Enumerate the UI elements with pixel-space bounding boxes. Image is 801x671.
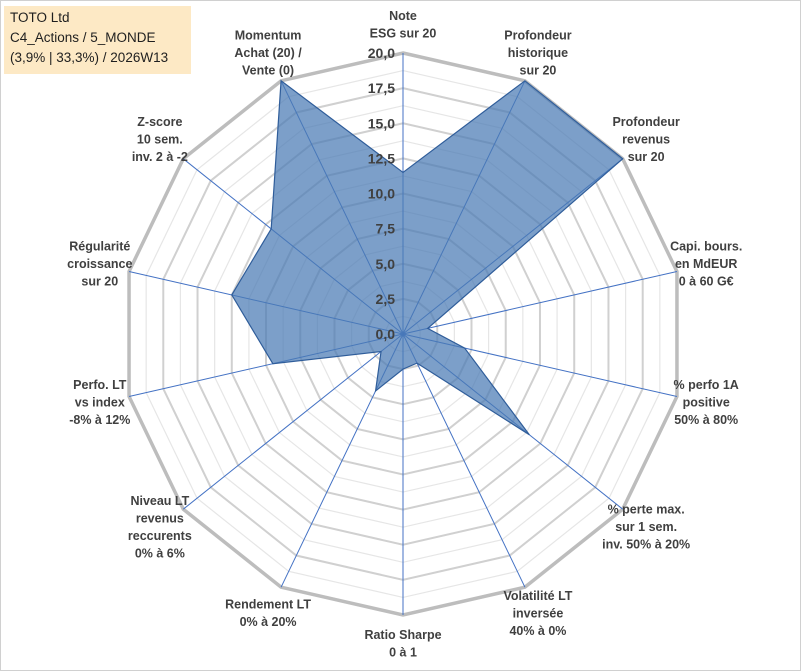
axis-label: Momentum Achat (20) / Vente (0) [234, 29, 302, 78]
axis-label: Profondeur historique sur 20 [504, 29, 571, 78]
weights-and-week: (3,9% | 33,3%) / 2026W13 [10, 50, 169, 65]
axis-label: Perfo. LT vs index -8% à 12% [69, 378, 130, 427]
axis-label: Rendement LT 0% à 20% [225, 598, 311, 630]
radial-tick-label: 2,5 [376, 291, 396, 307]
radar-spoke [402, 270, 678, 335]
axis-label: Niveau LT revenus reccurents 0% à 6% [128, 494, 192, 561]
axis-label: Z-score 10 sem. inv. 2 à -2 [132, 115, 188, 164]
radar-spoke [402, 333, 526, 588]
company-name: TOTO Ltd [10, 10, 70, 25]
radial-tick-labels: 0,0 2,5 5,0 7,5 10,0 12,5 15,0 17,5 20,0 [368, 45, 395, 342]
axis-label: % perfo 1A positive 50% à 80% [674, 378, 739, 427]
radial-tick-label: 12,5 [368, 150, 395, 166]
axis-label: Régularité croissance sur 20 [67, 240, 132, 289]
radar-spoke [182, 333, 404, 510]
portfolio-category: C4_Actions / 5_MONDE [10, 30, 156, 45]
axis-label: Volatilité LT inversée 40% à 0% [503, 589, 572, 638]
info-box: TOTO Ltd C4_Actions / 5_MONDE (3,9% | 33… [4, 6, 191, 74]
axis-labels: Note ESG sur 20 Profondeur historique sur 20… [67, 9, 742, 660]
radial-tick-label: 10,0 [368, 186, 395, 202]
axis-label: % perte max. sur 1 sem. inv. 50% à 20% [602, 503, 690, 552]
radial-tick-label: 15,0 [368, 115, 395, 131]
radial-tick-label: 5,0 [376, 256, 396, 272]
axis-label: Ratio Sharpe 0 à 1 [364, 628, 441, 660]
radial-tick-label: 0,0 [376, 326, 396, 342]
radial-tick-label: 17,5 [368, 80, 395, 96]
radial-tick-label: 20,0 [368, 45, 395, 61]
axis-label: Note ESG sur 20 [370, 9, 437, 41]
axis-label: Capi. bours. en MdEUR 0 à 60 G€ [670, 240, 742, 289]
axis-label: Profondeur revenus sur 20 [612, 115, 679, 164]
radar-series-area [231, 79, 624, 436]
radial-tick-label: 7,5 [376, 221, 396, 237]
